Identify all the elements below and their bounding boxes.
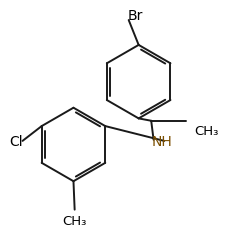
Text: Cl: Cl xyxy=(9,134,23,148)
Text: Br: Br xyxy=(128,9,143,23)
Text: CH₃: CH₃ xyxy=(63,214,87,227)
Text: NH: NH xyxy=(151,134,172,148)
Text: CH₃: CH₃ xyxy=(194,124,219,137)
